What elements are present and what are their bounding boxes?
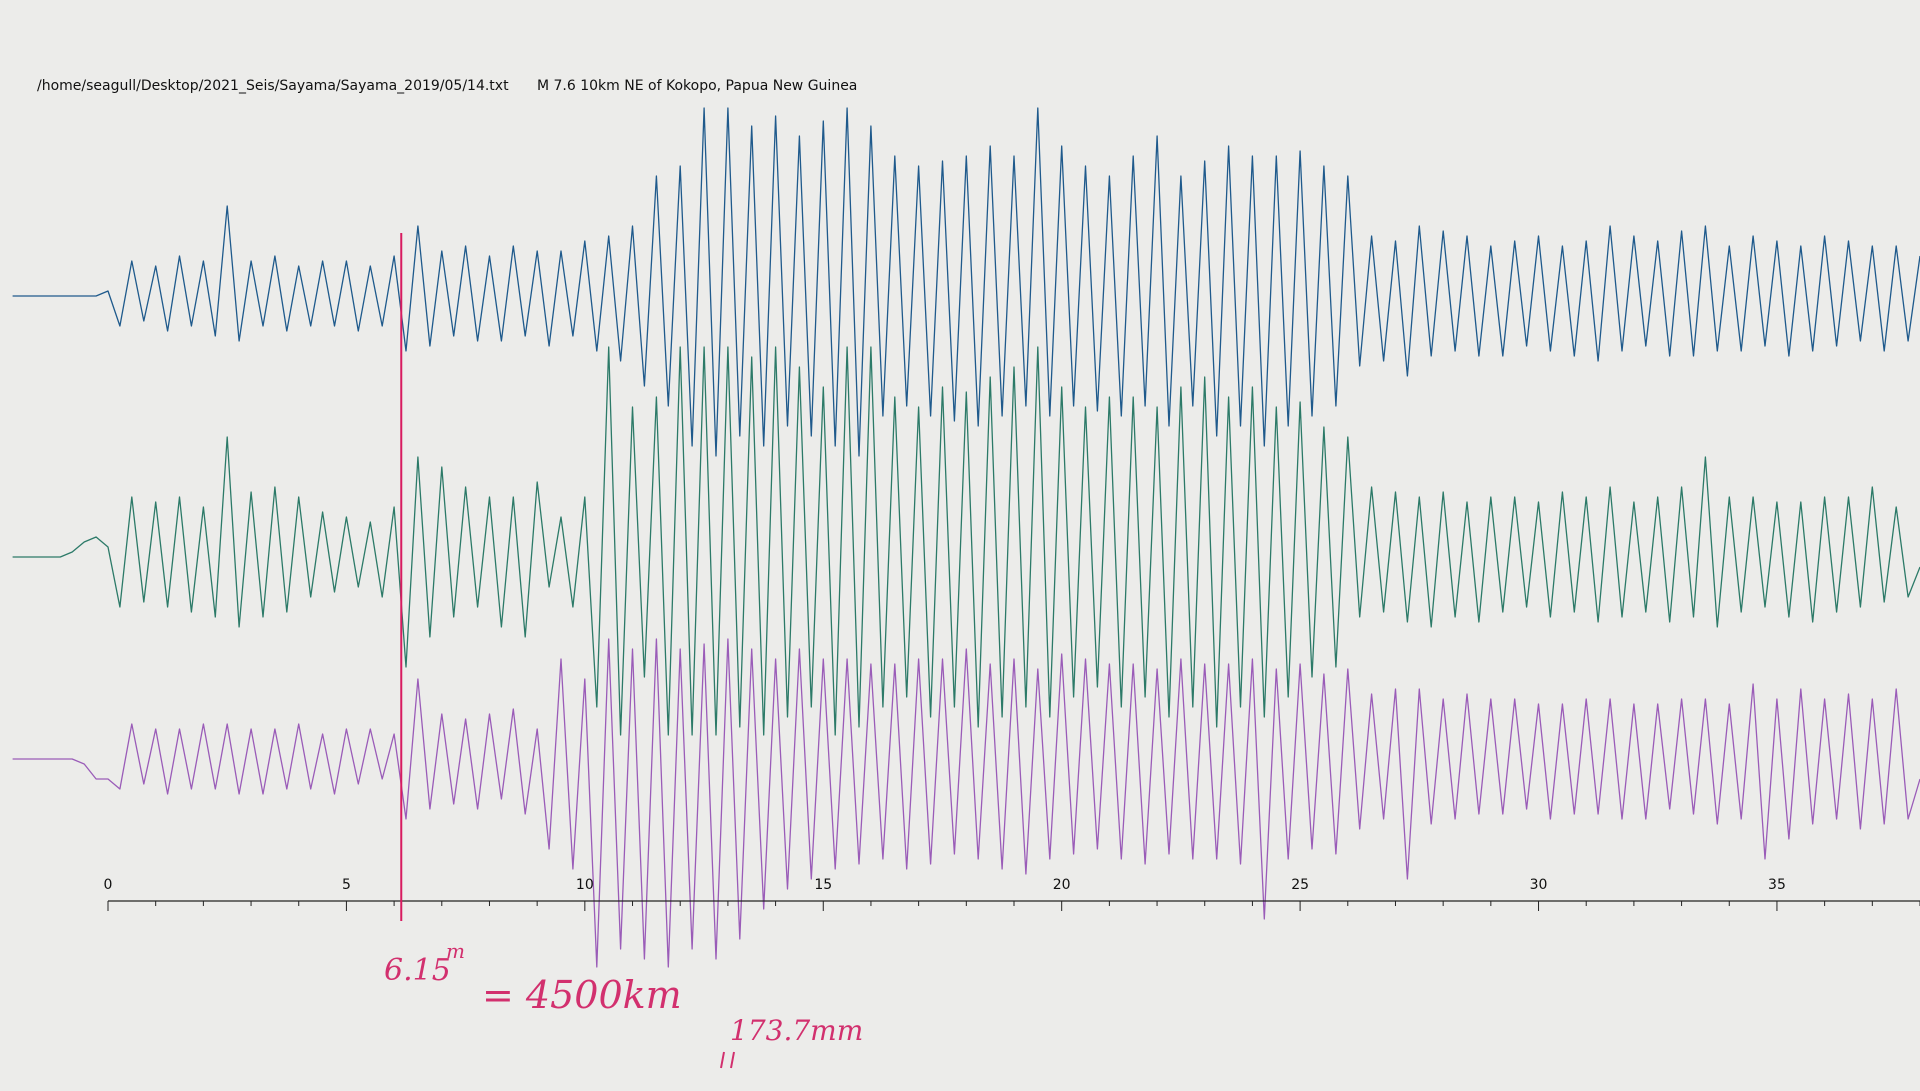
amplitude-note: 173.7mm	[730, 1014, 863, 1047]
x-tick-label: 35	[1768, 877, 1786, 893]
x-tick-label: 15	[814, 877, 832, 893]
traces	[12, 107, 1920, 968]
trace	[12, 346, 1920, 736]
time-axis: 0 5 10 15 20 25 30 35	[104, 877, 1920, 911]
x-tick-label: 30	[1530, 877, 1548, 893]
ditto-strokes	[720, 1051, 735, 1069]
x-tick-label: 25	[1291, 877, 1309, 893]
file-path: /home/seagull/Desktop/2021_Seis/Sayama/S…	[37, 78, 509, 94]
x-tick-label: 0	[104, 877, 113, 893]
chart-title: M 7.6 10km NE of Kokopo, Papua New Guine…	[537, 78, 857, 94]
marker-unit: m	[446, 939, 465, 963]
distance-note: = 4500km	[482, 973, 682, 1017]
trace	[12, 107, 1920, 457]
x-tick-label: 20	[1053, 877, 1071, 893]
trace	[12, 638, 1920, 968]
marker-label: 6.15	[384, 953, 451, 988]
x-tick-label: 10	[576, 877, 594, 893]
x-tick-label: 5	[342, 877, 351, 893]
